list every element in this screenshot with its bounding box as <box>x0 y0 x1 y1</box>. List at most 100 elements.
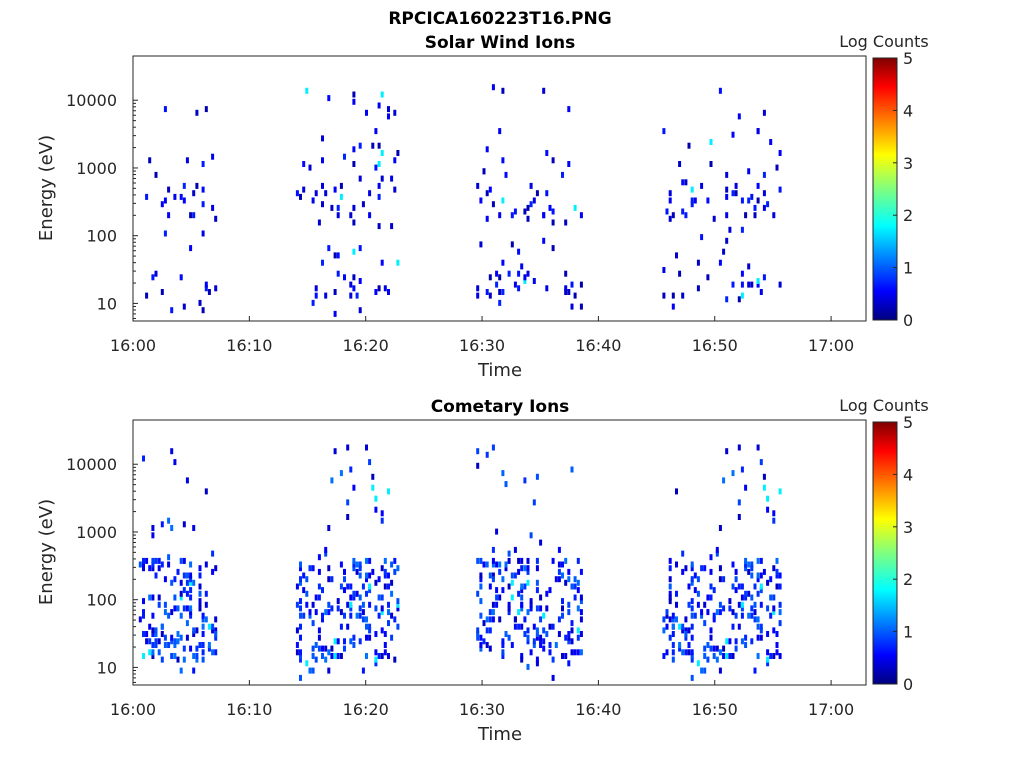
heatmap-cell <box>567 601 571 608</box>
heatmap-cell <box>299 656 302 663</box>
x-tick-label: 16:40 <box>575 700 621 719</box>
heatmap-cell <box>485 215 489 222</box>
heatmap-cell <box>766 649 770 656</box>
heatmap-cell <box>365 653 368 659</box>
heatmap-cell <box>668 634 672 641</box>
heatmap-cell <box>380 594 384 601</box>
heatmap-cell <box>179 274 183 281</box>
heatmap-cell <box>179 634 183 641</box>
heatmap-cell <box>693 197 697 204</box>
heatmap-cell <box>668 594 672 601</box>
heatmap-cell <box>766 631 770 637</box>
heatmap-cell <box>201 161 205 167</box>
heatmap-cell <box>321 201 324 208</box>
heatmap-cell <box>734 190 738 197</box>
heatmap-cell <box>211 627 215 634</box>
heatmap-cell <box>545 285 549 292</box>
heatmap-cell <box>214 649 218 656</box>
heatmap-cell <box>491 444 495 451</box>
heatmap-cell <box>775 649 779 656</box>
heatmap-cell <box>703 601 707 608</box>
heatmap-cell <box>775 631 779 637</box>
heatmap-cell <box>321 587 324 594</box>
heatmap-cell <box>352 98 356 105</box>
heatmap-cell <box>327 601 331 608</box>
heatmap-cell <box>349 605 353 612</box>
heatmap-cell <box>498 568 502 575</box>
heatmap-cell <box>380 259 384 266</box>
heatmap-cell <box>299 612 302 619</box>
colorbar-tick-label: 0 <box>903 311 913 330</box>
heatmap-cell <box>167 517 171 524</box>
heatmap-cell <box>387 653 390 659</box>
heatmap-cell <box>772 565 776 572</box>
axis-ticks-solar-wind: 16:00 16:10 16:20 16:30 16:40 16:50 17:00 10 100… <box>66 91 854 355</box>
heatmap-cell <box>737 583 741 590</box>
heatmap-cell <box>311 601 315 608</box>
heatmap-cell <box>725 448 729 455</box>
heatmap-cell <box>383 572 387 579</box>
heatmap-cell <box>501 259 505 266</box>
heatmap-cell <box>775 572 779 579</box>
heatmap-cell <box>766 506 770 513</box>
heatmap-cell <box>535 190 539 197</box>
heatmap-cell <box>700 234 704 241</box>
heatmap-cell <box>308 565 312 572</box>
heatmap-cell <box>339 182 343 189</box>
heatmap-cell <box>189 587 193 594</box>
heatmap-cell <box>374 605 378 612</box>
heatmap-cell <box>513 546 517 553</box>
heatmap-cell <box>756 653 760 659</box>
heatmap-cell <box>690 623 694 630</box>
heatmap-cell <box>557 616 561 623</box>
heatmap-cell <box>703 565 707 572</box>
heatmap-cell <box>517 590 521 597</box>
heatmap-cell <box>532 278 536 284</box>
heatmap-cell <box>173 605 177 612</box>
heatmap-cell <box>368 623 372 630</box>
heatmap-cell <box>762 190 766 197</box>
heatmap-cell <box>295 627 299 634</box>
heatmap-cell <box>214 634 218 641</box>
heatmap-cell <box>336 598 340 605</box>
heatmap-cell <box>539 642 543 648</box>
heatmap-cell <box>387 601 390 608</box>
heatmap-cell <box>343 153 346 160</box>
heatmap-cell <box>570 466 574 473</box>
heatmap-cell <box>142 455 145 462</box>
heatmap-cell <box>570 638 574 645</box>
heatmap-cell <box>476 557 480 564</box>
heatmap-cell <box>675 590 678 597</box>
heatmap-cell <box>154 572 158 579</box>
heatmap-cell <box>775 642 779 648</box>
heatmap-cell <box>561 561 564 568</box>
heatmap-cell <box>179 579 183 586</box>
heatmap-cell <box>361 616 365 623</box>
heatmap-cell <box>737 514 741 520</box>
heatmap-cell <box>380 627 384 634</box>
heatmap-cell <box>561 572 564 579</box>
heatmap-cell <box>750 594 754 601</box>
heatmap-cell <box>573 583 577 590</box>
heatmap-cell <box>564 219 568 226</box>
colorbar-tick-label: 4 <box>903 101 913 120</box>
heatmap-cell <box>498 299 502 306</box>
heatmap-cell <box>747 568 751 575</box>
heatmap-cell <box>665 208 669 215</box>
heatmap-cell <box>539 539 543 546</box>
heatmap-cell <box>668 215 672 222</box>
heatmap-cell <box>321 259 324 266</box>
heatmap-cell <box>740 601 744 608</box>
heatmap-cell <box>358 561 362 568</box>
heatmap-cell <box>195 109 199 116</box>
heatmap-cell <box>778 620 782 627</box>
heatmap-cell <box>349 601 353 608</box>
colorbar-tick-label: 3 <box>903 154 913 173</box>
heatmap-cell <box>709 627 713 634</box>
heatmap-cell <box>173 576 177 583</box>
heatmap-cell <box>715 546 719 553</box>
heatmap-cell <box>339 623 343 630</box>
y-tick-label: 10 <box>97 294 117 313</box>
heatmap-cell <box>488 572 492 579</box>
heatmap-cell <box>579 281 583 288</box>
